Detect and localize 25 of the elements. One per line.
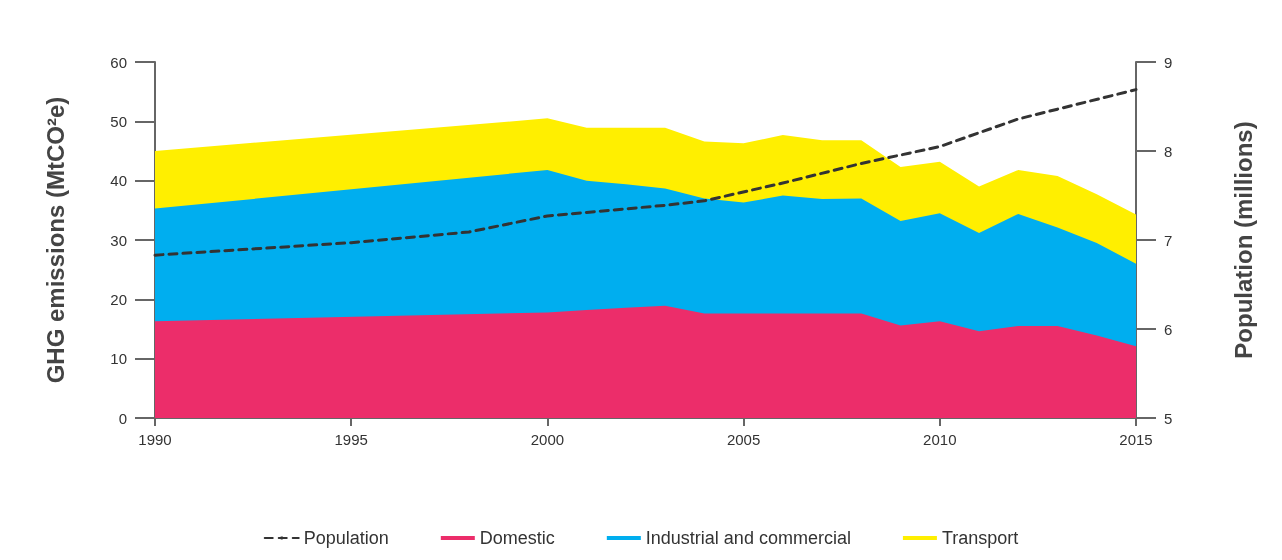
y2-tick-label: 9 — [1164, 53, 1173, 71]
y-tick-label: 20 — [110, 290, 127, 308]
y-tick-label: 60 — [110, 53, 127, 71]
y-tick-label: 30 — [110, 231, 127, 249]
legend-label: Transport — [941, 528, 1019, 548]
x-tick-label: 2000 — [530, 431, 565, 448]
x-tick-label: 1990 — [138, 431, 172, 448]
y-tick-label: 10 — [110, 350, 127, 368]
x-tick-label: 2015 — [1119, 431, 1153, 448]
legend-label: Domestic — [479, 528, 555, 548]
x-tick-label: 1995 — [334, 431, 368, 448]
y2-tick-label: 8 — [1164, 142, 1173, 160]
legend-label: Population — [303, 528, 389, 548]
y-axis-title: GHG emissions (MtCO²e) — [41, 96, 69, 384]
line-series — [153, 88, 1138, 257]
y2-tick-label: 5 — [1164, 409, 1173, 427]
legend-label: Industrial and commercial — [645, 528, 851, 548]
y2-tick-label: 6 — [1164, 320, 1173, 338]
y-tick-label: 0 — [118, 409, 127, 427]
y-tick-label: 40 — [110, 172, 127, 190]
x-tick-label: 2005 — [726, 431, 761, 448]
y-tick-label: 50 — [110, 112, 127, 130]
y2-axis-title: Population (millions) — [1229, 121, 1257, 359]
x-tick-label: 2010 — [923, 431, 957, 448]
y2-tick-label: 7 — [1164, 231, 1173, 249]
